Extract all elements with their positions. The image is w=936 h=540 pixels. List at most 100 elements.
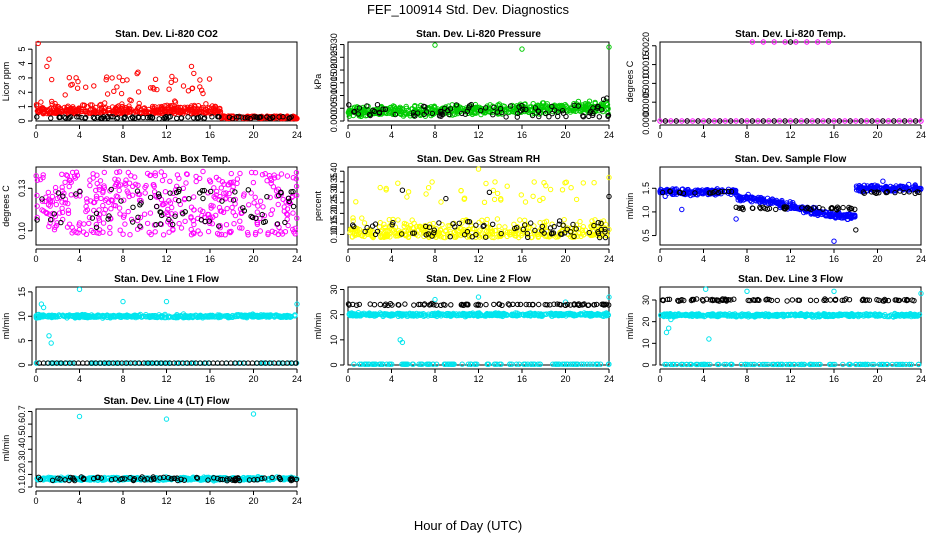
- data-point: [673, 118, 679, 124]
- data-point: [55, 103, 61, 110]
- data-point: [356, 301, 362, 308]
- x-tick-label: 16: [205, 374, 215, 384]
- data-point: [483, 180, 489, 187]
- data-point: [44, 63, 50, 70]
- data-point: [119, 106, 125, 113]
- data-point: [377, 301, 383, 308]
- data-point: [129, 192, 136, 198]
- data-point: [83, 114, 89, 121]
- data-point: [285, 195, 292, 202]
- data-point: [536, 108, 542, 115]
- x-tick-label: 8: [120, 374, 125, 384]
- data-point: [122, 221, 128, 227]
- data-point: [543, 110, 549, 117]
- data-point: [68, 192, 74, 198]
- data-point: [852, 206, 858, 213]
- data-point: [564, 226, 570, 233]
- data-point: [180, 83, 187, 89]
- data-point: [743, 195, 749, 201]
- data-point: [160, 201, 167, 208]
- data-point: [871, 189, 878, 196]
- data-point: [195, 103, 202, 109]
- data-point: [526, 225, 532, 231]
- data-point: [51, 211, 57, 217]
- data-point: [885, 118, 892, 124]
- data-point: [35, 40, 41, 47]
- data-point: [251, 200, 257, 206]
- data-point: [218, 185, 225, 191]
- data-point: [401, 220, 408, 227]
- data-point: [137, 202, 143, 208]
- data-point: [62, 196, 69, 203]
- y-tick-label: 1.0: [641, 206, 651, 219]
- data-point: [250, 179, 257, 186]
- data-point: [186, 196, 192, 202]
- data-point: [101, 108, 107, 115]
- data-point: [513, 233, 519, 239]
- data-point: [197, 231, 203, 237]
- x-tick-label: 16: [517, 374, 527, 384]
- series-red: [33, 40, 300, 122]
- x-tick-label: 24: [604, 254, 614, 264]
- data-point: [83, 203, 89, 210]
- data-point: [448, 302, 454, 308]
- data-point: [254, 209, 260, 215]
- data-point: [352, 225, 359, 231]
- data-point: [773, 200, 779, 206]
- data-point: [266, 173, 273, 179]
- data-point: [560, 110, 567, 116]
- data-point: [159, 177, 166, 184]
- data-point: [479, 217, 485, 224]
- y-tick-label: 0.020: [329, 59, 339, 82]
- x-tick-label: 4: [389, 254, 394, 264]
- data-point: [34, 192, 40, 199]
- data-point: [152, 172, 159, 179]
- data-point: [415, 233, 421, 239]
- data-point: [141, 211, 148, 217]
- data-point: [87, 107, 94, 113]
- data-point: [169, 103, 175, 109]
- data-point: [172, 99, 179, 105]
- data-point: [269, 114, 276, 120]
- x-tick-label: 24: [604, 130, 614, 140]
- data-point: [515, 110, 521, 117]
- data-point: [747, 197, 754, 204]
- data-point: [423, 109, 430, 115]
- data-point: [497, 106, 504, 112]
- data-point: [152, 229, 158, 235]
- data-point: [689, 189, 696, 195]
- x-tick-label: 0: [345, 130, 350, 140]
- data-point: [271, 175, 278, 181]
- data-point: [172, 98, 178, 104]
- data-point: [492, 179, 498, 185]
- data-point: [189, 85, 195, 92]
- data-point: [39, 198, 46, 204]
- data-point: [400, 113, 407, 119]
- data-point: [251, 114, 257, 120]
- data-point: [423, 232, 429, 238]
- data-point: [350, 215, 356, 221]
- data-point: [735, 194, 741, 200]
- data-point: [73, 229, 79, 235]
- data-point: [405, 227, 412, 234]
- data-point: [108, 197, 115, 203]
- data-point: [395, 217, 401, 223]
- data-point: [458, 188, 464, 194]
- data-point: [200, 195, 206, 202]
- data-point: [835, 212, 841, 218]
- data-point: [216, 223, 222, 229]
- data-point: [443, 227, 449, 234]
- data-point: [60, 193, 66, 199]
- data-point: [736, 205, 742, 211]
- data-point: [884, 189, 890, 196]
- data-point: [868, 189, 875, 195]
- data-point: [234, 176, 241, 182]
- data-point: [191, 221, 197, 228]
- x-tick-label: 8: [432, 254, 437, 264]
- data-point: [217, 208, 224, 214]
- data-point: [231, 221, 237, 227]
